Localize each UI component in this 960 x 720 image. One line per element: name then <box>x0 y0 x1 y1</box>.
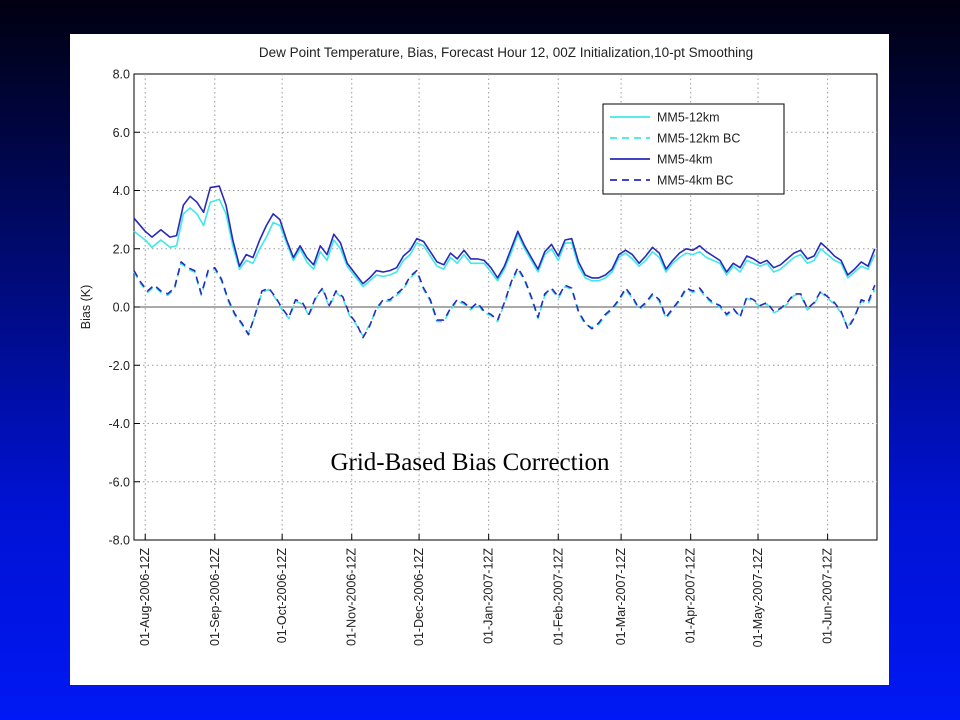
x-tick-label: 01-Sep-2006-12Z <box>208 548 222 646</box>
y-tick-label: 0.0 <box>113 301 130 315</box>
y-tick-label: -4.0 <box>108 417 130 431</box>
x-tick-label: 01-Jan-2007-12Z <box>482 548 496 644</box>
x-tick-label: 01-Nov-2006-12Z <box>345 548 359 646</box>
legend-label: MM5-12km <box>657 111 720 125</box>
x-tick-label: 01-May-2007-12Z <box>751 548 765 648</box>
x-tick-label: 01-Feb-2007-12Z <box>551 548 565 646</box>
y-axis-ticks: 8.0 6.0 4.0 2.0 0.0 -2.0 -4.0 -6.0 -8.0 <box>108 68 140 548</box>
y-tick-label: 8.0 <box>113 68 130 82</box>
legend-box <box>602 103 785 195</box>
slide-title <box>0 0 960 30</box>
x-tick-label: 01-Apr-2007-12Z <box>684 548 698 644</box>
slide-caption: Grid-Based Bias Correction <box>330 449 610 476</box>
y-tick-label: 4.0 <box>113 184 130 198</box>
x-tick-label: 01-Jun-2007-12Z <box>821 548 835 644</box>
series-line-mm5-4km-bc <box>133 261 876 339</box>
series-line-mm5-12km <box>133 198 876 288</box>
x-tick-label: 01-Aug-2006-12Z <box>138 548 152 646</box>
legend-label: MM5-4km BC <box>657 174 733 188</box>
legend-label: MM5-4km <box>657 153 713 167</box>
x-tick-label: 01-Mar-2007-12Z <box>614 548 628 646</box>
y-tick-label: -2.0 <box>108 359 130 373</box>
line-chart: 8.0 6.0 4.0 2.0 0.0 -2.0 -4.0 -6.0 -8.0 01-Aug-2… <box>79 45 878 648</box>
chart-title: Dew Point Temperature, Bias, Forecast Ho… <box>259 45 753 60</box>
x-tick-label: 01-Oct-2006-12Z <box>275 548 289 644</box>
series-layer <box>133 185 876 339</box>
x-axis-ticks: 01-Aug-2006-12Z 01-Sep-2006-12Z 01-Oct-200… <box>138 534 835 648</box>
y-tick-label: 6.0 <box>113 126 130 140</box>
series-line-mm5-4km <box>133 185 876 285</box>
y-axis-title: Bias (K) <box>79 285 93 329</box>
x-tick-label: 01-Dec-2006-12Z <box>412 548 426 646</box>
figure-panel: 8.0 6.0 4.0 2.0 0.0 -2.0 -4.0 -6.0 -8.0 01-Aug-2… <box>70 34 889 685</box>
legend-label: MM5-12km BC <box>657 132 740 146</box>
y-tick-label: 2.0 <box>113 242 130 256</box>
legend: MM5-12km MM5-12km BC MM5-4km MM5-4km BC <box>602 103 785 195</box>
y-tick-label: -8.0 <box>108 534 130 548</box>
series-line-mm5-12km-bc <box>133 262 876 337</box>
y-tick-label: -6.0 <box>108 475 130 489</box>
